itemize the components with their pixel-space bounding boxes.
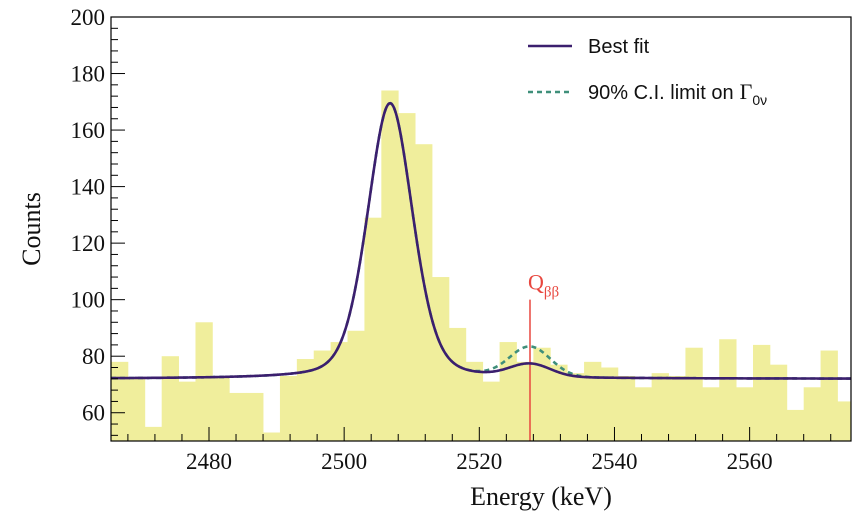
axis-ticks: 2480 2500 2520 2540 2560 60 80 100 120 140 160 180 2… <box>71 5 832 474</box>
histogram-bar <box>550 364 568 441</box>
x-tick-label: 2560 <box>727 449 773 474</box>
histogram-bar <box>398 113 416 442</box>
histogram-bar <box>347 330 365 441</box>
y-axis-title: Counts <box>17 192 46 266</box>
plot-frame <box>110 16 852 442</box>
histogram-bar <box>161 356 179 441</box>
y-tick-label: 100 <box>71 288 106 313</box>
legend-limit-label-text: 90% C.I. limit on <box>588 82 734 104</box>
x-tick-label: 2520 <box>456 449 502 474</box>
histogram-bar <box>195 322 213 441</box>
histogram-bar <box>668 375 686 441</box>
histogram-bar <box>229 392 247 441</box>
histogram-bar <box>651 373 669 441</box>
histogram-bar <box>415 144 433 441</box>
histogram-bar <box>803 387 821 441</box>
histogram-bar <box>313 350 332 441</box>
histogram-bar <box>178 381 196 441</box>
legend-gamma-subscript: 0ν <box>752 92 767 108</box>
histogram-bar <box>465 361 484 441</box>
best-fit-curve <box>110 101 851 380</box>
histogram-bar <box>263 432 281 441</box>
histogram-bar <box>330 342 348 441</box>
histogram-bar <box>584 361 602 441</box>
histogram-bar <box>516 361 534 441</box>
histogram-bar <box>634 387 653 441</box>
histogram-bar <box>212 375 230 441</box>
y-tick-label: 180 <box>71 62 106 87</box>
x-tick-label: 2480 <box>186 449 232 474</box>
qbb-label-sub: ββ <box>544 285 559 301</box>
histogram-bar <box>617 375 636 441</box>
histogram-bar <box>769 364 788 441</box>
histogram-bar <box>246 392 264 441</box>
legend-gamma-symbol: Γ <box>740 79 753 104</box>
histogram-bar <box>685 347 703 441</box>
x-axis-title: Energy (keV) <box>470 482 612 511</box>
histogram-bars <box>111 90 852 442</box>
histogram-bar <box>753 344 771 441</box>
legend: Best fit 90% C.I. limit on Γ0ν <box>528 36 767 108</box>
histogram-bar <box>296 359 315 441</box>
legend-best-fit-label: Best fit <box>588 36 650 58</box>
limit-curve <box>110 101 851 380</box>
histogram-bar <box>736 387 754 441</box>
histogram-bar <box>482 381 500 441</box>
histogram-bar <box>448 327 467 441</box>
x-tick-label: 2500 <box>321 449 367 474</box>
histogram-bar <box>144 426 163 441</box>
histogram-bar <box>719 339 737 441</box>
y-tick-label: 60 <box>82 401 105 426</box>
histogram-bar <box>702 387 720 441</box>
y-tick-label: 80 <box>82 344 105 369</box>
histogram-bar <box>567 373 585 441</box>
y-tick-label: 140 <box>71 175 106 200</box>
qbb-label: Qββ <box>528 270 559 301</box>
histogram-bar <box>111 361 129 441</box>
histogram-bar <box>279 375 298 441</box>
histogram-bar <box>600 367 619 441</box>
qbb-label-main: Q <box>528 270 544 295</box>
histogram-bar <box>786 409 805 441</box>
legend-limit-label: 90% C.I. limit on Γ0ν <box>588 79 767 108</box>
histogram-bar <box>381 90 399 441</box>
y-tick-label: 160 <box>71 118 106 143</box>
x-tick-label: 2540 <box>591 449 637 474</box>
histogram-bar <box>127 378 146 441</box>
histogram-bar <box>364 217 382 441</box>
histogram-bar <box>533 347 551 441</box>
y-tick-label: 120 <box>71 231 106 256</box>
histogram-bar <box>837 401 852 441</box>
histogram-bar <box>820 350 838 441</box>
histogram-bar <box>432 277 450 441</box>
y-tick-label: 200 <box>71 5 106 30</box>
